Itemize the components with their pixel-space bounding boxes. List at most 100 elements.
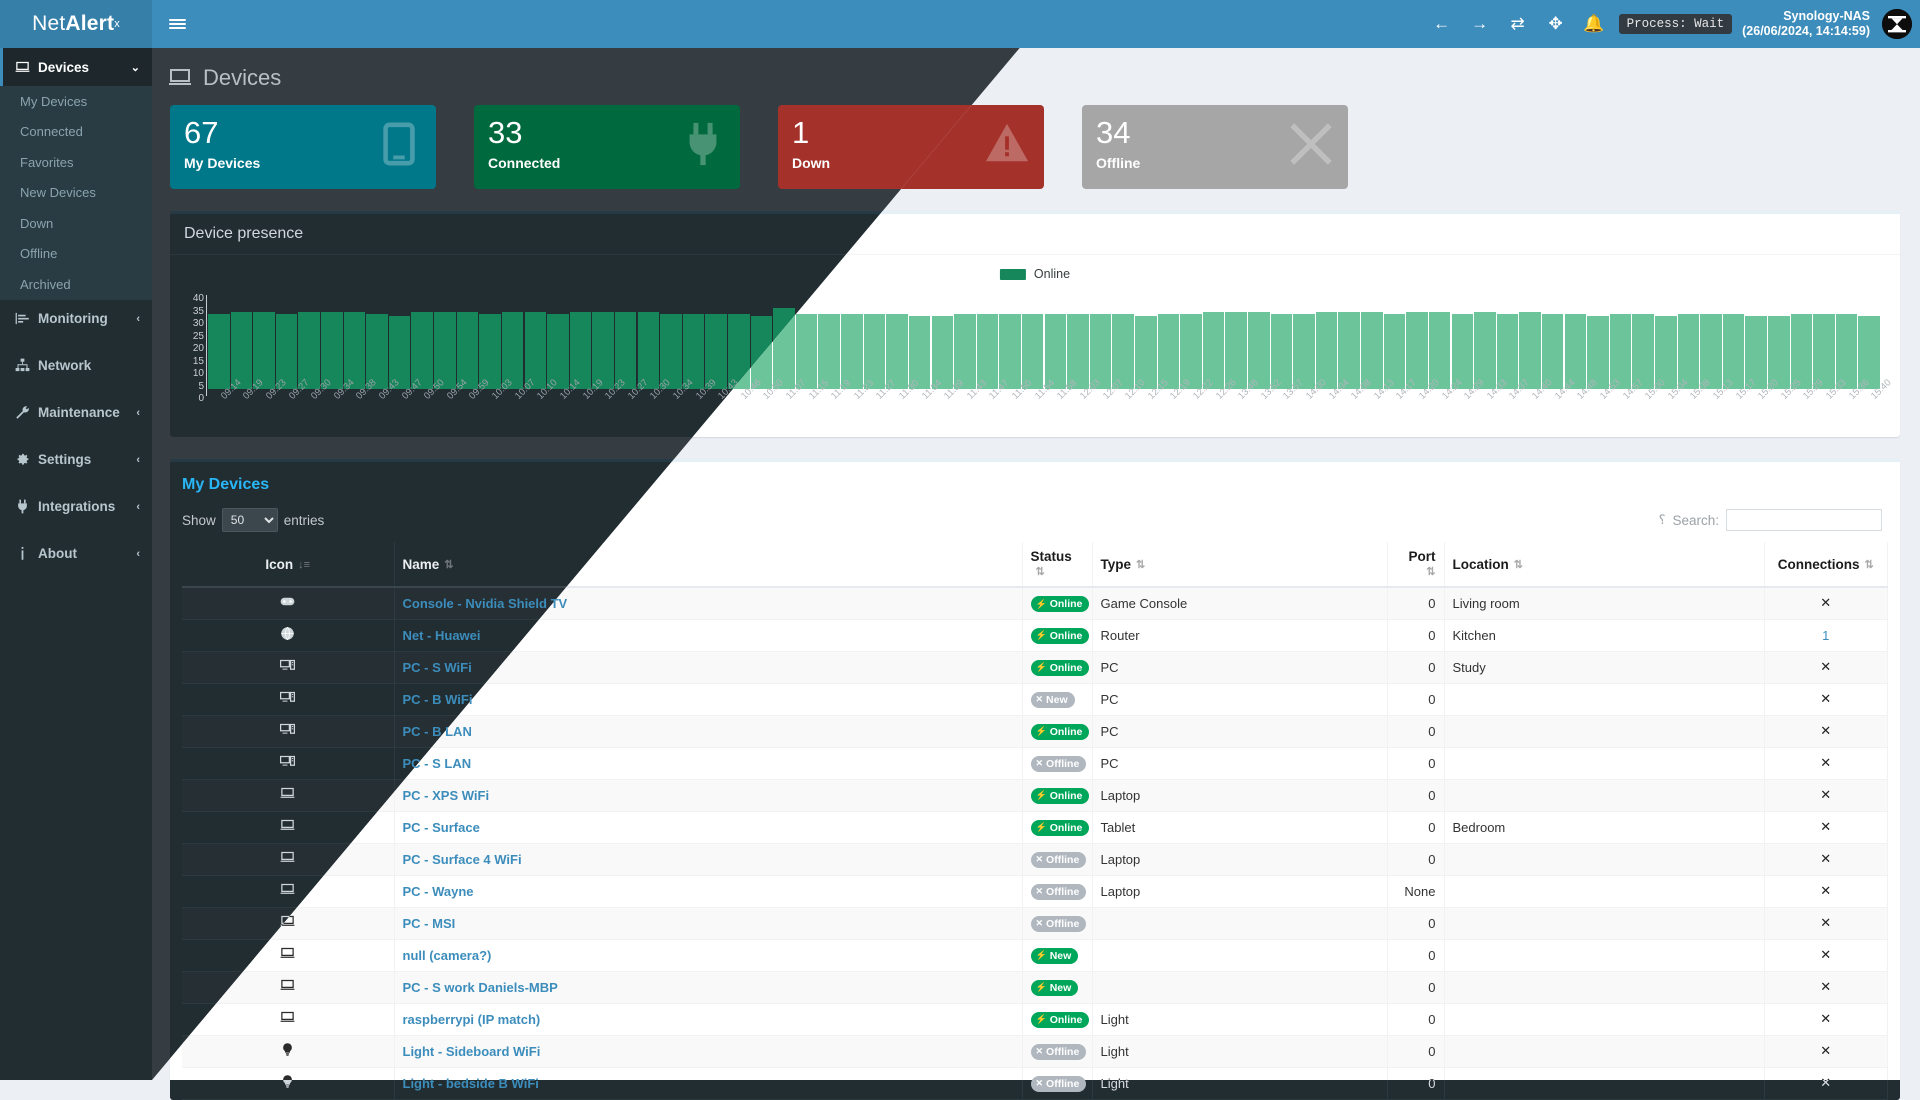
chart-bar bbox=[434, 312, 456, 389]
forward-arrow-icon[interactable]: → bbox=[1471, 14, 1489, 33]
sidebar-subitem-my-devices[interactable]: My Devices bbox=[0, 86, 152, 117]
device-name-link[interactable]: PC - XPS WiFi bbox=[402, 787, 490, 803]
sidebar-item-settings[interactable]: Settings ‹ bbox=[0, 441, 152, 479]
cell-status: ✕Offline bbox=[1022, 907, 1093, 940]
sidebar-subitem-offline[interactable]: Offline bbox=[0, 238, 152, 269]
device-name-link[interactable]: Console - Nvidia Shield TV bbox=[402, 595, 568, 611]
sidebar-subitem-new-devices[interactable]: New Devices bbox=[0, 177, 152, 208]
cell-icon bbox=[182, 683, 395, 716]
stat-card-my-devices[interactable]: 67 My Devices bbox=[170, 105, 436, 189]
column-header-port[interactable]: Port ⇅ bbox=[1387, 542, 1445, 588]
x-mark-icon: ✕ bbox=[1820, 883, 1832, 898]
device-name-link[interactable]: PC - MSI bbox=[402, 915, 456, 931]
device-name-link[interactable]: PC - Surface bbox=[402, 819, 480, 835]
chart-bar bbox=[660, 314, 682, 389]
status-badge-icon: ⚡ bbox=[1035, 982, 1047, 993]
cell-name[interactable]: Light - Sideboard WiFi bbox=[394, 1035, 1023, 1068]
column-header-icon[interactable]: Icon ↓≡ bbox=[182, 542, 395, 588]
user-avatar-icon[interactable] bbox=[1882, 9, 1912, 39]
search-input[interactable] bbox=[1726, 509, 1882, 531]
cell-name[interactable]: PC - B LAN bbox=[394, 715, 1023, 748]
cell-port: 0 bbox=[1387, 651, 1445, 684]
notification-bell-icon[interactable]: 🔔 bbox=[1583, 14, 1605, 33]
cell-name[interactable]: PC - MSI bbox=[394, 907, 1023, 940]
cell-type bbox=[1092, 907, 1388, 940]
column-header-location[interactable]: Location ⇅ bbox=[1444, 542, 1765, 588]
cell-name[interactable]: PC - Surface 4 WiFi bbox=[394, 843, 1023, 876]
stat-card-connected[interactable]: 33 Connected bbox=[474, 105, 740, 189]
cell-name[interactable]: PC - Surface bbox=[394, 811, 1023, 844]
device-name-link[interactable]: PC - S work Daniels-MBP bbox=[402, 979, 558, 995]
x-tick: 14:40 bbox=[1519, 377, 1555, 449]
page-size-select[interactable]: 102550100 bbox=[221, 508, 278, 532]
cell-port: 0 bbox=[1387, 619, 1445, 652]
cell-name[interactable]: raspberrypi (IP match) bbox=[394, 1003, 1023, 1036]
device-name-link[interactable]: Net - Huawei bbox=[402, 627, 481, 643]
status-badge: ✕Offline bbox=[1030, 1043, 1087, 1060]
cell-name[interactable]: PC - B WiFi bbox=[394, 683, 1023, 716]
status-badge-label: Offline bbox=[1046, 917, 1080, 930]
sidebar-item-maintenance[interactable]: Maintenance ‹ bbox=[0, 394, 152, 432]
sidebar-item-about[interactable]: About ‹ bbox=[0, 535, 152, 573]
stat-card-offline[interactable]: 34 Offline bbox=[1082, 105, 1348, 189]
device-name-link[interactable]: PC - Wayne bbox=[402, 883, 474, 899]
device-name-link[interactable]: raspberrypi (IP match) bbox=[402, 1011, 541, 1027]
sidebar-subitem-favorites[interactable]: Favorites bbox=[0, 147, 152, 178]
cell-name[interactable]: Light - bedside B WiFi bbox=[394, 1067, 1023, 1081]
gear-icon bbox=[14, 452, 30, 467]
back-arrow-icon[interactable]: ← bbox=[1433, 14, 1451, 33]
status-badge: ✕New bbox=[1030, 691, 1075, 708]
sidebar-subitem-down[interactable]: Down bbox=[0, 208, 152, 239]
cell-connections: ✕ bbox=[1764, 715, 1888, 748]
desktop-icon bbox=[280, 755, 296, 772]
sidebar-item-network[interactable]: Network bbox=[0, 347, 152, 385]
status-badge-icon: ✕ bbox=[1035, 694, 1044, 705]
sidebar-item-devices[interactable]: Devices ⌄ bbox=[0, 48, 152, 86]
connections-link[interactable]: 1 bbox=[1822, 627, 1830, 643]
cell-name[interactable]: null (camera?) bbox=[394, 939, 1023, 972]
cell-name[interactable]: PC - S work Daniels-MBP bbox=[394, 971, 1023, 1004]
chart-bar bbox=[1722, 314, 1745, 389]
status-badge: ⚡Online bbox=[1030, 819, 1090, 836]
cell-name[interactable]: PC - S LAN bbox=[394, 747, 1023, 780]
device-name-link[interactable]: null (camera?) bbox=[402, 947, 492, 963]
device-name-link[interactable]: Light - bedside B WiFi bbox=[403, 1076, 539, 1081]
sidebar-subitem-connected[interactable]: Connected bbox=[0, 116, 152, 147]
cell-type: Laptop bbox=[1092, 875, 1388, 908]
sidebar-subitem-archived[interactable]: Archived bbox=[0, 269, 152, 300]
sidebar-item-monitoring[interactable]: Monitoring ‹ bbox=[0, 300, 152, 338]
status-badge-label: Offline bbox=[1046, 853, 1080, 866]
chart-bar bbox=[569, 312, 592, 389]
device-name-link[interactable]: PC - B WiFi bbox=[402, 691, 473, 707]
sidebar-item-integrations[interactable]: Integrations ‹ bbox=[0, 488, 152, 526]
show-entries-label: Show bbox=[182, 512, 216, 528]
column-header-status[interactable]: Status ⇅ bbox=[1022, 542, 1093, 588]
move-icon[interactable]: ✥ bbox=[1548, 14, 1563, 33]
column-header-connections[interactable]: Connections ⇅ bbox=[1764, 542, 1888, 588]
refresh-icon[interactable]: ⇄ bbox=[1510, 14, 1525, 33]
column-header-type[interactable]: Type ⇅ bbox=[1092, 542, 1388, 588]
device-name-link[interactable]: PC - Surface 4 WiFi bbox=[402, 851, 522, 867]
table-row[interactable]: null (camera?) ⚡New 0 ✕ bbox=[182, 939, 1888, 972]
status-badge-icon: ⚡ bbox=[1035, 598, 1047, 609]
x-tick: 11:58 bbox=[1045, 378, 1079, 449]
cell-name[interactable]: PC - XPS WiFi bbox=[394, 779, 1023, 812]
device-name-link[interactable]: Light - Sideboard WiFi bbox=[402, 1043, 541, 1059]
cell-connections[interactable]: 1 bbox=[1764, 619, 1888, 652]
x-tick: 09:30 bbox=[298, 377, 334, 449]
device-name-link[interactable]: PC - S WiFi bbox=[402, 659, 472, 675]
cell-name[interactable]: PC - Wayne bbox=[394, 875, 1023, 908]
table-row[interactable]: PC - S work Daniels-MBP ⚡New 0 ✕ bbox=[182, 971, 1888, 1004]
hamburger-menu-icon[interactable] bbox=[152, 0, 202, 48]
